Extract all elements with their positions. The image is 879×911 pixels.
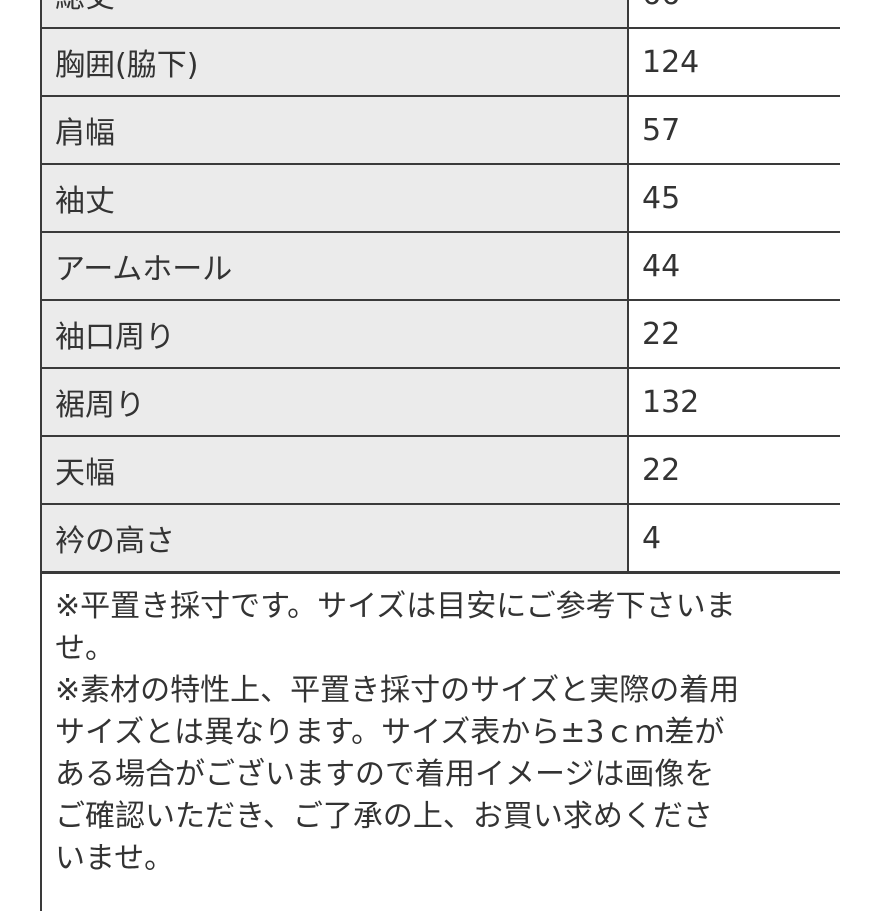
row-label: 天幅	[40, 437, 629, 503]
row-value: 66	[629, 0, 840, 27]
table-row: 衿の高さ 4	[40, 505, 840, 573]
row-value: 132	[629, 369, 840, 435]
table-row: 裾周り 132	[40, 369, 840, 437]
row-value: 124	[629, 29, 840, 95]
note-line: ある場合がございますので着用イメージは画像を	[55, 757, 715, 792]
note-line: サイズとは異なります。サイズ表から±3ｃｍ差が	[55, 715, 725, 750]
note-line: せ。	[55, 631, 115, 666]
note-line: ※素材の特性上、平置き採寸のサイズと実際の着用	[55, 673, 740, 708]
row-label: 胸囲(脇下)	[40, 29, 629, 95]
table-row: 袖丈 45	[40, 165, 840, 233]
row-value: 44	[629, 233, 840, 299]
row-value: 45	[629, 165, 840, 231]
size-notes: ※平置き採寸です。サイズは目安にご参考下さいま せ。 ※素材の特性上、平置き採寸…	[40, 571, 840, 911]
row-label: 裾周り	[40, 369, 629, 435]
row-label: 総丈	[40, 0, 629, 27]
row-label: 衿の高さ	[40, 505, 629, 571]
table-row: 胸囲(脇下) 124	[40, 29, 840, 97]
row-value: 4	[629, 505, 840, 571]
row-value: 22	[629, 437, 840, 503]
row-value: 57	[629, 97, 840, 163]
note-line: ご確認いただき、ご了承の上、お買い求めくださ	[55, 799, 713, 834]
table-row: 肩幅 57	[40, 97, 840, 165]
table-row: アームホール 44	[40, 233, 840, 301]
table-row: 総丈66	[40, 0, 840, 29]
table-row: 天幅 22	[40, 437, 840, 505]
note-line: いませ。	[55, 841, 175, 876]
row-label: 袖丈	[40, 165, 629, 231]
row-label: 袖口周り	[40, 301, 629, 367]
row-value: 22	[629, 301, 840, 367]
row-label: 肩幅	[40, 97, 629, 163]
table-row: 袖口周り 22	[40, 301, 840, 369]
row-label: アームホール	[40, 233, 629, 299]
note-line: ※平置き採寸です。サイズは目安にご参考下さいま	[55, 589, 736, 624]
